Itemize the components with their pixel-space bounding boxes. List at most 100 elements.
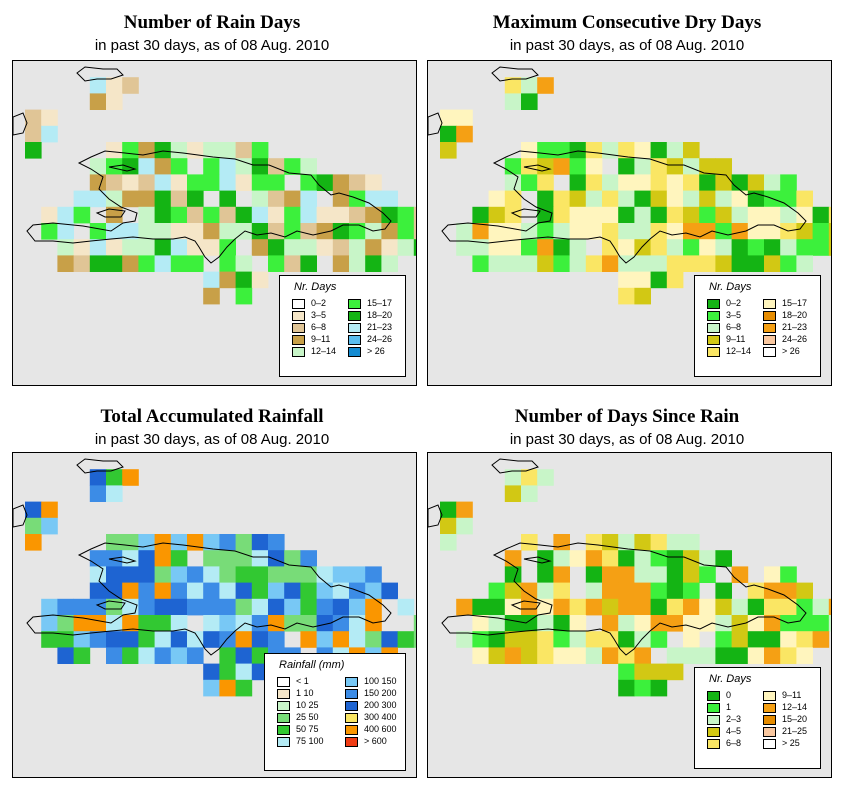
- grid-cell: [504, 223, 522, 240]
- grid-cell: [666, 598, 684, 616]
- grid-cell: [300, 239, 317, 256]
- grid-cell: [251, 174, 269, 191]
- grid-cell: [585, 190, 603, 208]
- grid-cell: [488, 206, 506, 224]
- grid-cell: [715, 647, 732, 664]
- grid-cell: [731, 647, 749, 664]
- grid-cell: [284, 239, 301, 256]
- legend-title: Nr. Days: [709, 673, 752, 685]
- grid-cell: [683, 566, 700, 583]
- grid-cell: [585, 223, 603, 240]
- grid-cell: [650, 255, 668, 272]
- grid-cell: [683, 534, 700, 551]
- grid-cell: [683, 223, 700, 240]
- grid-cell: [699, 206, 716, 224]
- grid-cell: [219, 647, 236, 664]
- grid-cell: [268, 158, 285, 175]
- grid-cell: [413, 223, 416, 240]
- grid-cell: [138, 631, 155, 648]
- grid-cell: [683, 255, 700, 272]
- grid-cell: [106, 615, 123, 632]
- grid-cell: [796, 206, 813, 224]
- grid-cell: [650, 598, 668, 616]
- grid-cell: [413, 631, 416, 648]
- grid-cell: [504, 469, 522, 486]
- legend-swatch: [707, 323, 720, 333]
- grid-cell: [73, 598, 91, 616]
- grid-cell: [602, 647, 619, 664]
- grid-cell: [504, 93, 522, 110]
- coastline: [95, 600, 126, 610]
- grid-cell: [219, 598, 236, 616]
- grid-cell: [585, 158, 603, 175]
- grid-cell: [780, 190, 797, 208]
- grid-cell: [219, 158, 236, 175]
- grid-cell: [618, 206, 635, 224]
- grid-cell: [683, 615, 700, 632]
- grid-cell: [683, 158, 700, 175]
- grid-cell: [187, 206, 204, 224]
- grid-cell: [41, 631, 58, 648]
- grid-cell: [504, 582, 522, 600]
- grid-cell: [300, 223, 317, 240]
- grid-cell: [634, 550, 651, 567]
- grid-cell: [796, 631, 813, 648]
- grid-cell: [381, 255, 398, 272]
- grid-cell: [187, 174, 204, 191]
- grid-cell: [332, 239, 350, 256]
- grid-cell: [602, 534, 619, 551]
- legend-label: 75 100: [296, 736, 324, 746]
- legend-label: 4–5: [726, 726, 742, 736]
- grid-cell: [251, 190, 269, 208]
- grid-cell: [268, 223, 285, 240]
- grid-cell: [553, 255, 570, 272]
- grid-cell: [699, 598, 716, 616]
- grid-cell: [25, 501, 42, 519]
- legend-swatch: [763, 323, 776, 333]
- legend-swatch: [345, 713, 358, 723]
- grid-cell: [284, 582, 301, 600]
- grid-cell: [699, 647, 716, 664]
- grid-cell: [316, 631, 334, 648]
- grid-cell: [235, 631, 253, 648]
- grid-cell: [89, 255, 107, 272]
- grid-cell: [618, 239, 635, 256]
- grid-cell: [780, 631, 797, 648]
- grid-cell: [235, 582, 253, 600]
- legend-swatch: [277, 701, 290, 711]
- grid-cell: [138, 190, 155, 208]
- grid-cell: [106, 190, 123, 208]
- grid-cell: [203, 679, 220, 697]
- grid-cell: [521, 93, 538, 110]
- grid-cell: [650, 271, 668, 289]
- grid-cell: [715, 550, 732, 567]
- grid-cell: [666, 550, 684, 567]
- grid-cell: [585, 550, 603, 567]
- grid-cell: [456, 125, 473, 143]
- grid-cell: [650, 190, 668, 208]
- grid-cell: [235, 142, 253, 159]
- grid-cell: [618, 287, 635, 305]
- legend-label: 9–11: [726, 334, 746, 344]
- grid-cell: [300, 206, 317, 224]
- legend-swatch: [292, 299, 305, 309]
- grid-cell: [251, 158, 269, 175]
- grid-cell: [268, 255, 285, 272]
- grid-cell: [381, 206, 398, 224]
- grid-cell: [780, 174, 797, 191]
- grid-cell: [41, 501, 58, 519]
- legend-swatch: [345, 701, 358, 711]
- grid-cell: [154, 566, 172, 583]
- grid-cell: [602, 566, 619, 583]
- grid-cell: [381, 239, 398, 256]
- panel-title: Maximum Consecutive Dry Days: [492, 12, 762, 33]
- legend-swatch: [707, 311, 720, 321]
- grid-cell: [154, 190, 172, 208]
- grid-cell: [332, 631, 350, 648]
- grid-cell: [634, 534, 651, 551]
- grid-cell: [138, 647, 155, 664]
- grid-cell: [585, 142, 603, 159]
- grid-cell: [300, 631, 317, 648]
- grid-cell: [796, 255, 813, 272]
- grid-cell: [602, 598, 619, 616]
